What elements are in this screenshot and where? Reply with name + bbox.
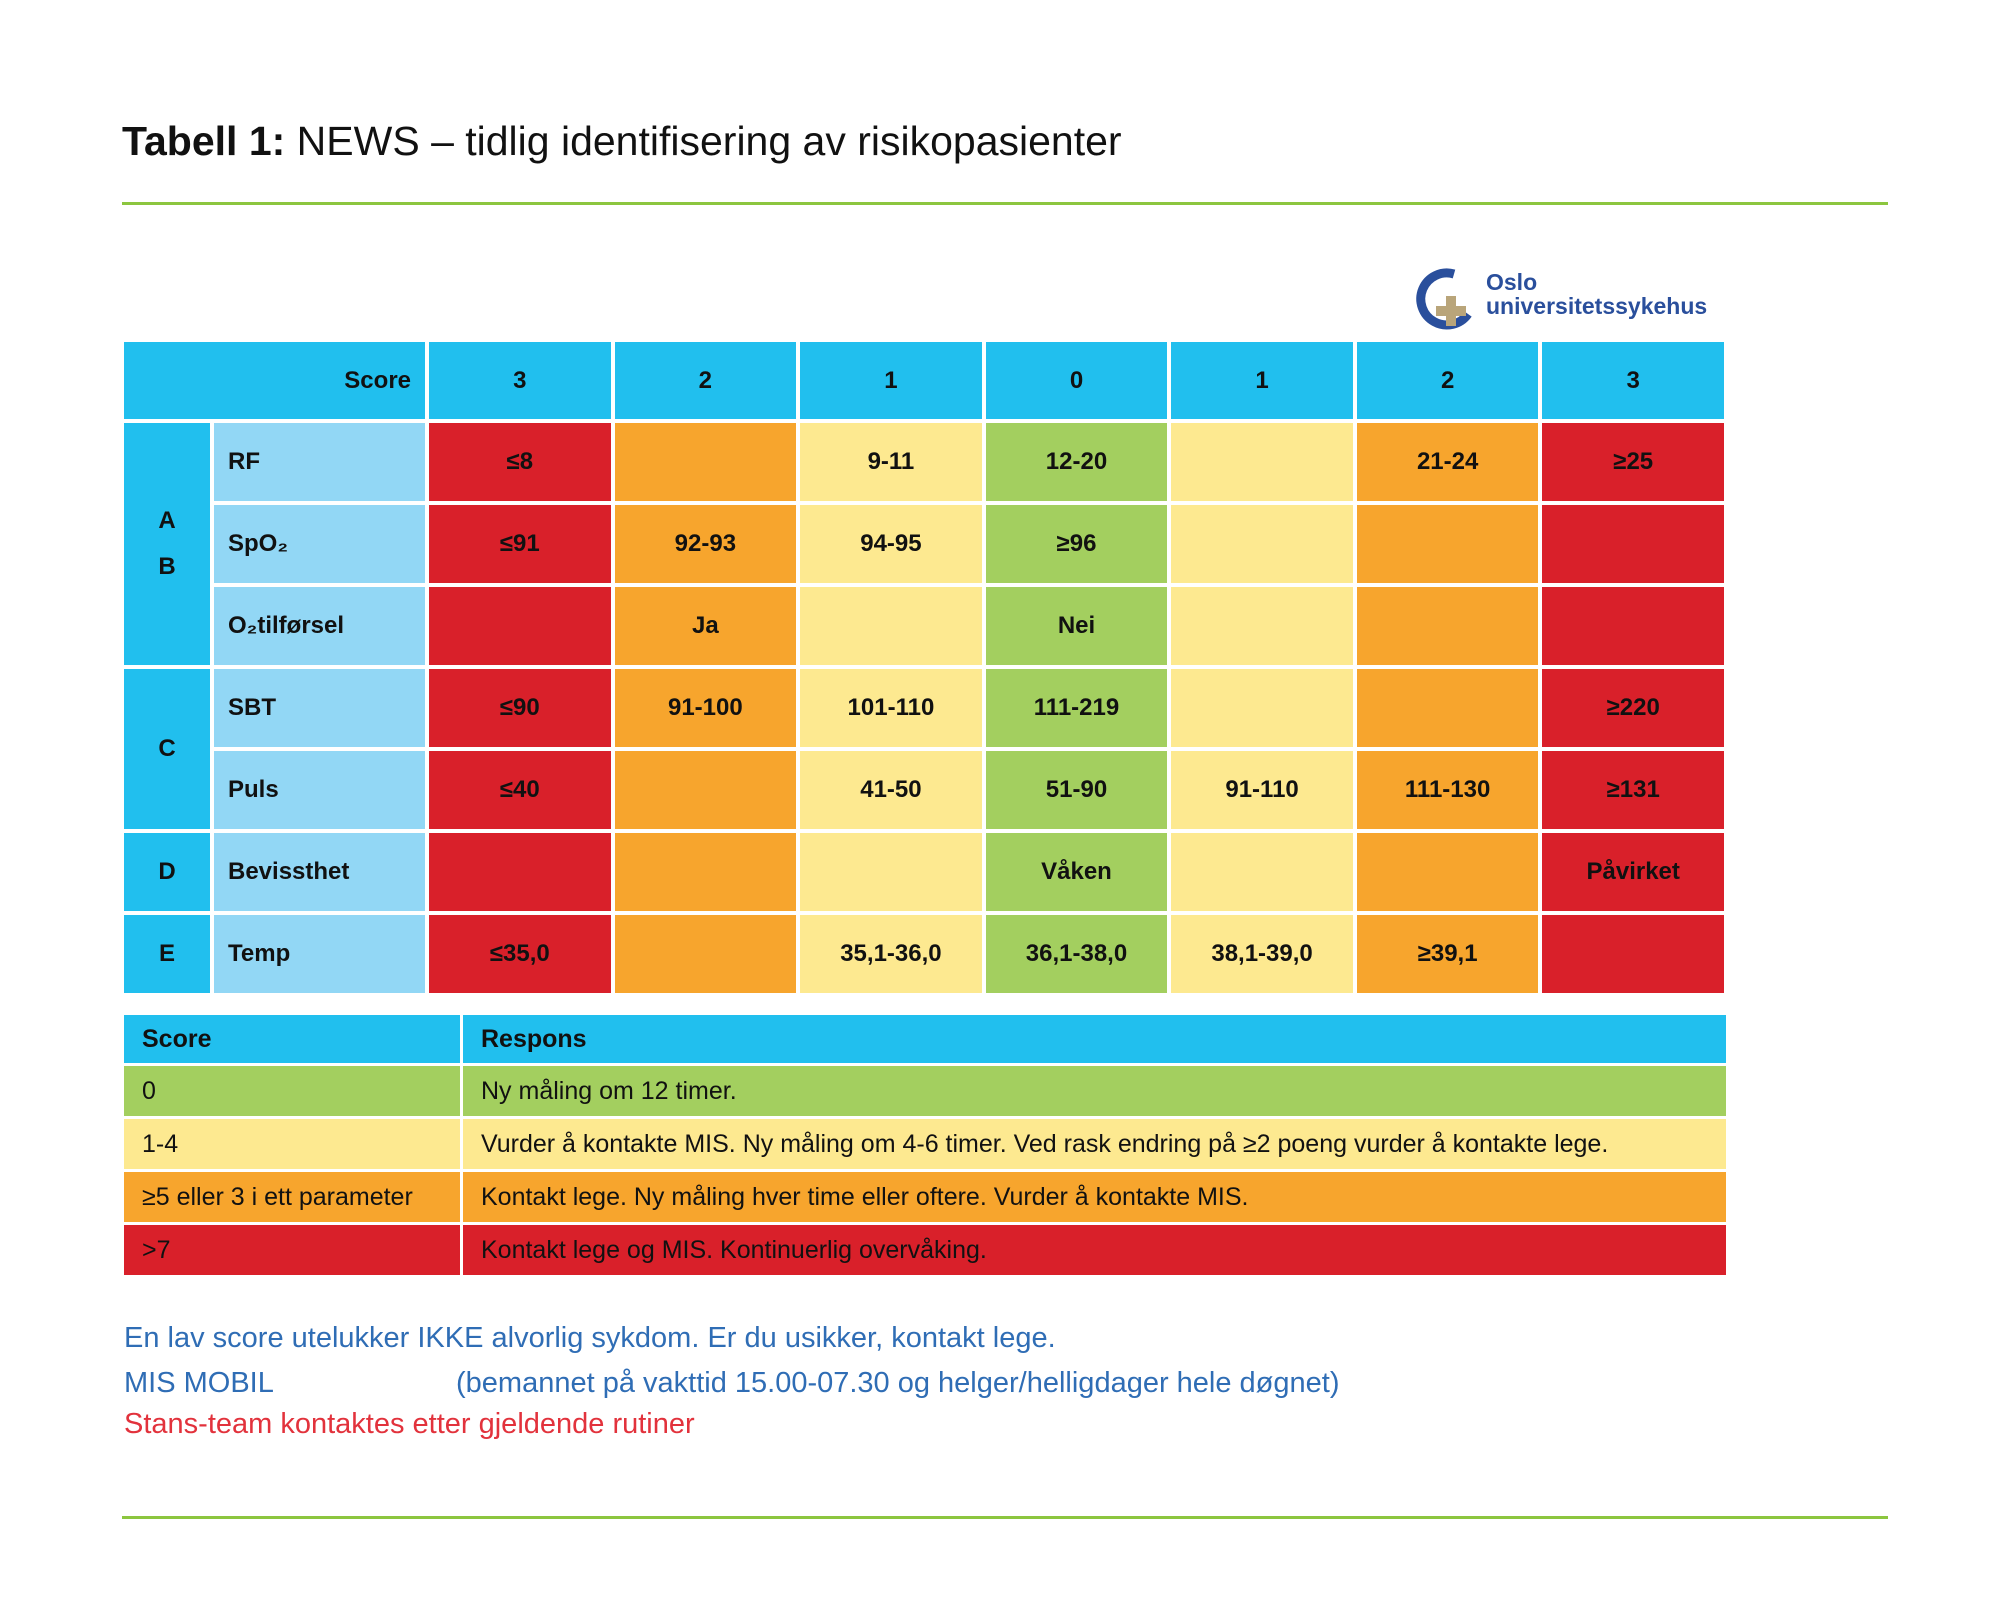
- note-stans-team: Stans-team kontaktes etter gjeldende rut…: [124, 1408, 695, 1440]
- response-text: Vurder å kontakte MIS. Ny måling om 4-6 …: [463, 1119, 1726, 1169]
- score-cell: [614, 833, 797, 911]
- score-cell: [1356, 669, 1539, 747]
- score-cell: [429, 833, 611, 911]
- parameter-label: Temp: [214, 915, 425, 993]
- response-text: Ny måling om 12 timer.: [463, 1066, 1726, 1116]
- response-text: Kontakt lege. Ny måling hver time eller …: [463, 1172, 1726, 1222]
- logo-text: Oslo universitetssykehus: [1486, 269, 1708, 319]
- score-cell: 91-110: [1171, 751, 1353, 829]
- score-cell: 36,1-38,0: [985, 915, 1168, 993]
- response-table: Score Respons 0 Ny måling om 12 timer. 1-4 Vu…: [124, 1015, 1726, 1275]
- score-cell: ≤40: [429, 751, 611, 829]
- score-cell: 21-24: [1356, 423, 1539, 501]
- parameter-label: O₂tilførsel: [214, 587, 425, 665]
- mis-mobil-hours: (bemannet på vakttid 15.00-07.30 og helg…: [456, 1367, 1340, 1399]
- title-text: NEWS – tidlig identifisering av risikopa…: [285, 118, 1122, 164]
- score-header: Score: [124, 342, 425, 419]
- score-cell: [1356, 833, 1539, 911]
- response-score: ≥5 eller 3 i ett parameter: [124, 1172, 460, 1222]
- score-cell: [1171, 505, 1353, 583]
- score-cell: [1542, 587, 1724, 665]
- bottom-divider: [122, 1516, 1888, 1519]
- response-score: >7: [124, 1225, 460, 1275]
- score-cell: [1542, 915, 1724, 993]
- parameter-label: SBT: [214, 669, 425, 747]
- score-cell: 92-93: [614, 505, 797, 583]
- hospital-logo: Oslo universitetssykehus: [1414, 266, 1724, 332]
- score-cell: ≤91: [429, 505, 611, 583]
- score-cell: ≥39,1: [1356, 915, 1539, 993]
- news-score-table: Score 3 2 1 0 1 2 3 A B C D E RF ≤8 9-11 12-20 21-24 ≥25 S…: [124, 342, 1724, 993]
- score-cell: [1356, 505, 1539, 583]
- score-cell: 111-219: [985, 669, 1168, 747]
- score-cell: Ja: [614, 587, 797, 665]
- score-cell: ≤8: [429, 423, 611, 501]
- score-cell: 41-50: [800, 751, 982, 829]
- parameter-label: RF: [214, 423, 425, 501]
- score-column-header: 1: [800, 342, 982, 419]
- mis-mobil-label: MIS MOBIL: [124, 1367, 274, 1399]
- group-label: D: [124, 833, 210, 911]
- score-cell: [614, 423, 797, 501]
- score-column-header: 2: [1356, 342, 1539, 419]
- title-label: Tabell 1:: [122, 118, 286, 164]
- response-score: 1-4: [124, 1119, 460, 1169]
- score-column-header: 2: [614, 342, 797, 419]
- score-column-header: 3: [1542, 342, 1724, 419]
- score-cell: 94-95: [800, 505, 982, 583]
- score-cell: [614, 751, 797, 829]
- score-cell: [429, 587, 611, 665]
- score-cell: ≥96: [985, 505, 1168, 583]
- score-column-header: 3: [429, 342, 611, 419]
- parameter-label: SpO₂: [214, 505, 425, 583]
- score-cell: [1171, 833, 1353, 911]
- response-header: Respons: [463, 1015, 1726, 1063]
- response-text: Kontakt lege og MIS. Kontinuerlig overvå…: [463, 1225, 1726, 1275]
- group-label: C: [124, 669, 210, 829]
- response-header: Score: [124, 1015, 460, 1063]
- score-cell: 9-11: [800, 423, 982, 501]
- group-label: E: [124, 915, 210, 993]
- score-cell: 38,1-39,0: [1171, 915, 1353, 993]
- parameter-label: Bevissthet: [214, 833, 425, 911]
- score-cell: 51-90: [985, 751, 1168, 829]
- score-cell: ≤35,0: [429, 915, 611, 993]
- score-column-header: 1: [1171, 342, 1353, 419]
- top-divider: [122, 202, 1888, 205]
- group-label: A B: [124, 423, 210, 665]
- score-cell: ≥25: [1542, 423, 1724, 501]
- score-cell: [1542, 505, 1724, 583]
- logo-icon: [1416, 268, 1472, 330]
- score-cell: [1171, 669, 1353, 747]
- score-cell: [800, 833, 982, 911]
- score-cell: ≥131: [1542, 751, 1724, 829]
- parameter-label: Puls: [214, 751, 425, 829]
- score-cell: ≤90: [429, 669, 611, 747]
- score-cell: [1356, 587, 1539, 665]
- score-cell: [1171, 423, 1353, 501]
- score-cell: [1171, 587, 1353, 665]
- score-cell: Nei: [985, 587, 1168, 665]
- score-cell: Påvirket: [1542, 833, 1724, 911]
- score-column-header: 0: [985, 342, 1168, 419]
- score-cell: 101-110: [800, 669, 982, 747]
- score-cell: [800, 587, 982, 665]
- note-mis-mobil: MIS MOBIL (bemannet på vakttid 15.00-07.3…: [124, 1367, 1340, 1400]
- score-cell: 91-100: [614, 669, 797, 747]
- score-cell: 12-20: [985, 423, 1168, 501]
- page-title: Tabell 1: NEWS – tidlig identifisering a…: [122, 118, 1122, 165]
- score-cell: ≥220: [1542, 669, 1724, 747]
- score-cell: [614, 915, 797, 993]
- response-score: 0: [124, 1066, 460, 1116]
- score-cell: 111-130: [1356, 751, 1539, 829]
- score-cell: 35,1-36,0: [800, 915, 982, 993]
- note-low-score: En lav score utelukker IKKE alvorlig syk…: [124, 1322, 1056, 1354]
- score-cell: Våken: [985, 833, 1168, 911]
